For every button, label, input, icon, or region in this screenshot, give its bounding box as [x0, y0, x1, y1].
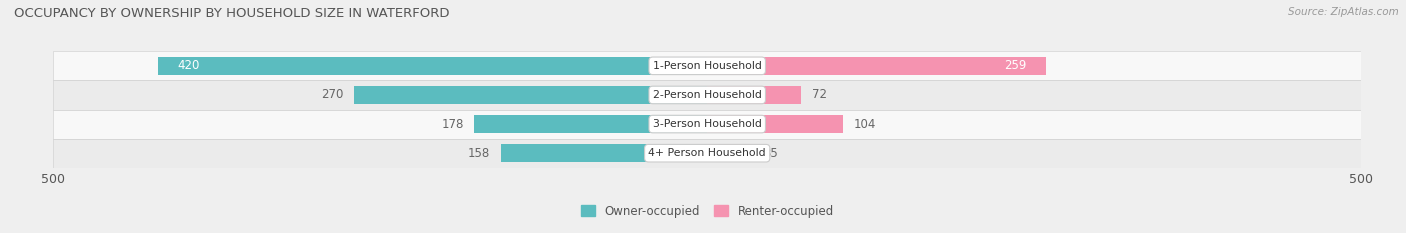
- Bar: [707, 57, 1046, 75]
- Text: 259: 259: [1004, 59, 1026, 72]
- Text: 2-Person Household: 2-Person Household: [652, 90, 762, 100]
- Bar: [53, 51, 1361, 80]
- Text: OCCUPANCY BY OWNERSHIP BY HOUSEHOLD SIZE IN WATERFORD: OCCUPANCY BY OWNERSHIP BY HOUSEHOLD SIZE…: [14, 7, 450, 20]
- Bar: [474, 115, 707, 133]
- Bar: [53, 110, 1361, 139]
- Text: 1-Person Household: 1-Person Household: [652, 61, 762, 71]
- Bar: [53, 139, 1361, 168]
- Bar: [53, 80, 1361, 110]
- Bar: [707, 144, 754, 162]
- Bar: [707, 115, 844, 133]
- Text: Source: ZipAtlas.com: Source: ZipAtlas.com: [1288, 7, 1399, 17]
- Bar: [501, 144, 707, 162]
- Text: 420: 420: [177, 59, 200, 72]
- Bar: [354, 86, 707, 104]
- Text: 104: 104: [853, 118, 876, 130]
- Text: 72: 72: [811, 89, 827, 101]
- Text: 178: 178: [441, 118, 464, 130]
- Text: 158: 158: [468, 147, 491, 160]
- Bar: [157, 57, 707, 75]
- Text: 3-Person Household: 3-Person Household: [652, 119, 762, 129]
- Text: 35: 35: [763, 147, 778, 160]
- Bar: [707, 86, 801, 104]
- Text: 270: 270: [322, 89, 343, 101]
- Legend: Owner-occupied, Renter-occupied: Owner-occupied, Renter-occupied: [576, 200, 838, 223]
- Text: 4+ Person Household: 4+ Person Household: [648, 148, 766, 158]
